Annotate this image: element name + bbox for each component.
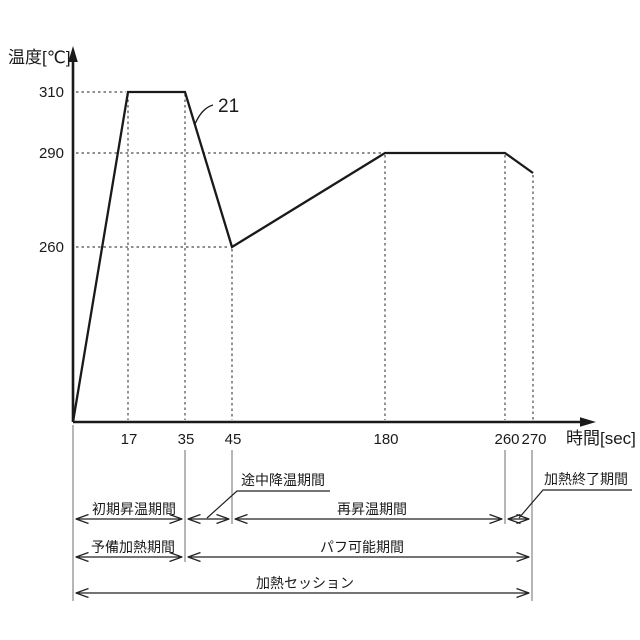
heating-end-leader	[518, 489, 632, 519]
dotted-guides	[76, 91, 534, 420]
mid-cooling-callout: 途中降温期間	[206, 472, 330, 519]
y-tick-290: 290	[39, 145, 64, 162]
y-axis-title: 温度[℃]	[8, 48, 71, 67]
extension-lines	[72, 425, 533, 601]
temperature-curve	[71, 90, 534, 423]
x-tick-45: 45	[225, 431, 242, 448]
y-tick-310: 310	[39, 84, 64, 101]
axes	[68, 46, 596, 427]
y-axis-arrowhead-icon	[68, 46, 78, 62]
curve-ref-label: 21	[218, 96, 239, 117]
x-tick-17: 17	[121, 431, 138, 448]
x-tick-260: 260	[494, 431, 519, 448]
label-puff-available-period: パフ可能期間	[320, 539, 404, 555]
x-tick-labels: 17 35 45 180 260 270	[121, 431, 547, 448]
x-axis-title: 時間[sec]	[566, 429, 636, 448]
label-reheat-period: 再昇温期間	[337, 501, 407, 517]
x-axis-arrowhead-icon	[580, 417, 596, 427]
x-tick-35: 35	[178, 431, 195, 448]
label-heating-end-period: 加熱終了期間	[544, 471, 628, 487]
x-tick-270: 270	[521, 431, 546, 448]
y-tick-labels: 310 290 260	[39, 84, 64, 256]
y-tick-260: 260	[39, 239, 64, 256]
x-tick-180: 180	[373, 431, 398, 448]
curve-ref-callout: 21	[194, 96, 239, 125]
label-mid-cooling-period: 途中降温期間	[241, 472, 325, 488]
label-preheat-period: 予備加熱期間	[91, 539, 175, 555]
label-heating-session: 加熱セッション	[256, 575, 354, 591]
mid-cooling-leader	[206, 490, 330, 519]
heating-end-callout: 加熱終了期間	[518, 471, 632, 519]
curve-ref-leader	[194, 104, 214, 125]
label-initial-rise-period: 初期昇温期間	[92, 501, 176, 517]
